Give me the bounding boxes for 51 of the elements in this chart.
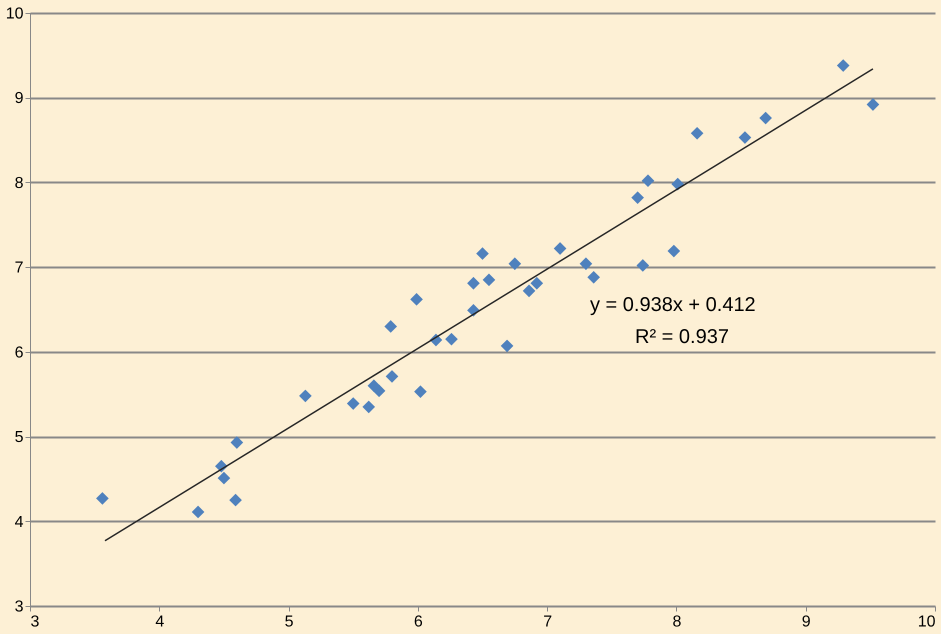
x-tick-label: 10 xyxy=(918,614,936,630)
y-tick-label: 9 xyxy=(14,90,24,108)
point xyxy=(384,320,398,333)
point xyxy=(299,390,312,402)
point xyxy=(482,274,496,286)
point xyxy=(759,112,772,124)
point xyxy=(230,436,244,449)
point xyxy=(530,276,544,290)
point xyxy=(668,244,680,258)
point xyxy=(410,293,423,306)
point xyxy=(554,242,566,255)
point xyxy=(467,276,480,290)
point xyxy=(631,191,644,204)
point xyxy=(738,131,752,144)
point xyxy=(580,257,592,270)
y-tick-label: 3 xyxy=(14,598,24,616)
point xyxy=(500,340,514,352)
y-tick-label: 10 xyxy=(6,6,24,22)
annotation: y = 0.938x + 0.412 xyxy=(590,294,756,316)
point xyxy=(445,332,458,346)
y-tick-label: 8 xyxy=(14,174,24,192)
point xyxy=(362,400,376,414)
point xyxy=(476,247,489,260)
point xyxy=(690,126,704,140)
x-tick-label: 9 xyxy=(802,614,811,630)
x-tick-label: 4 xyxy=(155,614,164,630)
y-tick-label: 4 xyxy=(14,514,24,531)
y-tick-label: 6 xyxy=(14,344,24,362)
x-tick-label: 6 xyxy=(414,614,423,630)
point xyxy=(229,494,242,506)
point xyxy=(96,492,109,505)
x-tick-label: 7 xyxy=(543,614,552,630)
point xyxy=(372,384,386,398)
point xyxy=(587,270,600,284)
point xyxy=(192,506,204,518)
point xyxy=(642,174,654,188)
point xyxy=(386,370,398,383)
point xyxy=(636,259,650,272)
point xyxy=(508,257,522,270)
x-tick-label: 8 xyxy=(672,614,682,630)
point xyxy=(346,397,360,410)
point xyxy=(866,98,880,111)
x-tick-label: 5 xyxy=(284,614,294,630)
annotation: R² = 0.937 xyxy=(635,326,729,348)
point xyxy=(836,59,850,72)
x-tick-label: 3 xyxy=(30,614,40,630)
point xyxy=(522,284,536,298)
y-tick-label: 7 xyxy=(14,260,24,277)
y-tick-label: 5 xyxy=(14,429,24,446)
point xyxy=(218,472,230,484)
point xyxy=(414,385,427,398)
